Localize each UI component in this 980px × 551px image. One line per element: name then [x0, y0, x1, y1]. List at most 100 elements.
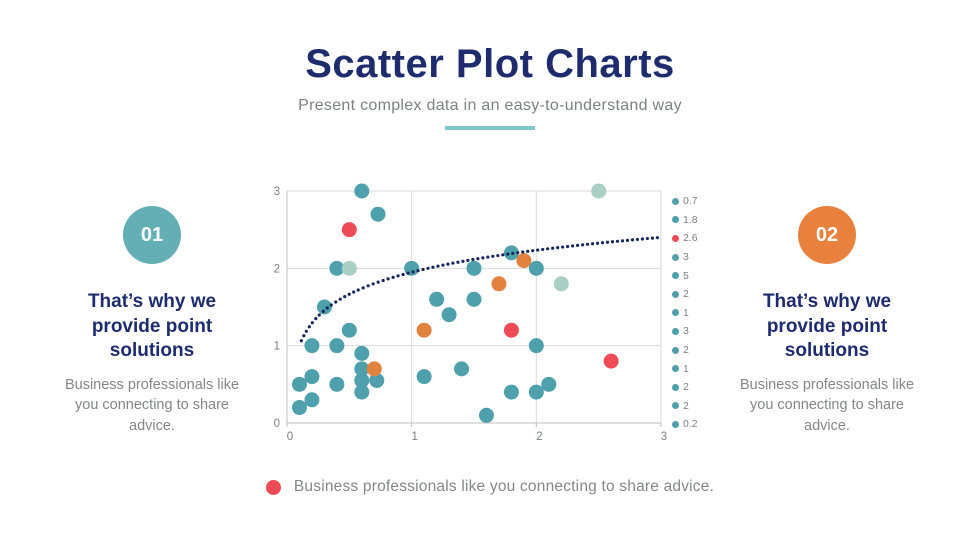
trendline-dot — [426, 266, 430, 270]
trendline-dot — [299, 339, 303, 343]
trendline-dot — [501, 253, 505, 257]
series-legend-label: Business professionals like you connecti… — [293, 478, 715, 495]
data-point-teal-points — [416, 369, 432, 385]
scatter-chart: 0 1 2 3 0 1 2 3 0.7 1.8 2.6 3 5 2 1 3 2 1 2 2 0.2 — [268, 176, 708, 448]
legend-marker-icon — [672, 290, 679, 298]
trendline-dot — [541, 247, 545, 252]
right-panel-body: Business professionals like you connecti… — [739, 377, 915, 434]
legend-label: 1 — [683, 306, 689, 319]
data-point-pale-points — [341, 260, 357, 276]
data-point-teal-points — [369, 372, 385, 388]
y-tick-label: 2 — [274, 263, 280, 275]
data-point-teal-points — [441, 307, 457, 323]
trendline-dot — [496, 253, 500, 258]
data-point-teal-points — [354, 372, 370, 388]
data-point-teal-points — [370, 206, 386, 222]
legend-item: 2 — [672, 378, 698, 397]
trendline-dot — [595, 241, 600, 245]
chart-legend: 0.7 1.8 2.6 3 5 2 1 3 2 1 2 2 0.2 — [672, 192, 698, 434]
data-point-teal-points — [354, 345, 370, 361]
trendline-dot — [640, 237, 645, 241]
x-tick-label: 0 — [287, 431, 293, 443]
trendline-dot — [329, 303, 333, 307]
legend-label: 1.8 — [683, 213, 698, 226]
trendline-dot — [416, 269, 420, 273]
trendline-dot — [347, 292, 351, 296]
trendline-dot — [521, 250, 525, 254]
trendline-dot — [461, 259, 465, 263]
trendline-dot — [511, 251, 515, 255]
trendline-dot — [436, 264, 440, 268]
y-tick-label: 0 — [274, 418, 280, 430]
legend-label: 2 — [683, 288, 689, 301]
data-point-teal-points — [454, 361, 470, 377]
data-point-teal-points — [466, 291, 482, 307]
legend-label: 0.2 — [683, 418, 698, 431]
trendline-dot — [411, 270, 415, 274]
legend-label: 2.6 — [683, 232, 698, 245]
data-point-teal-points — [329, 260, 345, 276]
trendline-dot — [566, 244, 570, 249]
legend-label: 1 — [683, 362, 689, 375]
legend-label: 2 — [683, 381, 689, 394]
data-point-teal-points — [329, 376, 345, 392]
trendline-dot — [401, 272, 405, 277]
trendline-dot — [476, 257, 480, 261]
legend-marker-icon — [672, 365, 679, 373]
trendline-dot — [536, 248, 540, 252]
legend-item: 3 — [672, 248, 698, 267]
trendline-dot — [551, 246, 555, 250]
data-point-orange-points — [366, 361, 382, 377]
legend-label: 3 — [683, 251, 689, 264]
title-divider — [445, 126, 535, 130]
data-point-orange-points — [491, 276, 507, 292]
trendline-dot — [431, 265, 435, 269]
scatter-plot-canvas: 0 1 2 3 0 1 2 3 — [274, 183, 667, 443]
trendline-dot — [396, 274, 400, 278]
data-point-teal-points — [404, 260, 420, 276]
trendline-dot — [610, 240, 615, 244]
trendline-dot — [441, 263, 445, 267]
trendline-dot — [361, 286, 365, 290]
data-point-pale-points — [591, 183, 607, 199]
trendline-dot — [625, 238, 630, 242]
trendline-dot — [645, 236, 650, 241]
trendline-dot — [352, 290, 356, 294]
trendline-dot — [561, 245, 565, 249]
trendline-dot — [317, 313, 321, 317]
data-point-teal-points — [354, 183, 370, 199]
trendline-dot — [526, 249, 530, 253]
trendline-dot — [310, 321, 314, 325]
legend-marker-icon — [672, 346, 679, 354]
trendline-dot — [376, 280, 380, 284]
trendline-dot — [451, 261, 455, 265]
trendline-dot — [381, 278, 385, 283]
data-point-teal-points — [304, 338, 320, 354]
trendline-dot — [307, 325, 311, 329]
trendline-dot — [343, 295, 347, 299]
data-point-red-points — [341, 222, 357, 238]
legend-item: 5 — [672, 266, 698, 285]
x-tick-label: 3 — [661, 431, 667, 443]
trendline-dot — [386, 277, 390, 281]
trendline-dot — [635, 237, 640, 242]
trendline-dot — [334, 300, 338, 304]
legend-label: 5 — [683, 269, 689, 282]
legend-marker-icon — [672, 216, 679, 224]
data-point-teal-points — [341, 322, 357, 338]
trendline-dot — [580, 243, 585, 247]
trendline-dot — [546, 247, 550, 251]
trendline-dot — [366, 284, 370, 288]
legend-item: 2 — [672, 397, 698, 416]
trendline-dot — [531, 249, 535, 253]
trendline-dot — [321, 309, 325, 313]
badge-01: 01 — [123, 206, 181, 264]
trendline-dot — [391, 275, 395, 279]
legend-marker-icon — [672, 383, 679, 391]
data-point-teal-points — [354, 384, 370, 400]
legend-marker-icon — [672, 253, 679, 261]
trendline-dot — [471, 257, 475, 262]
legend-label: 0.7 — [683, 195, 698, 208]
data-point-teal-points — [528, 260, 544, 276]
